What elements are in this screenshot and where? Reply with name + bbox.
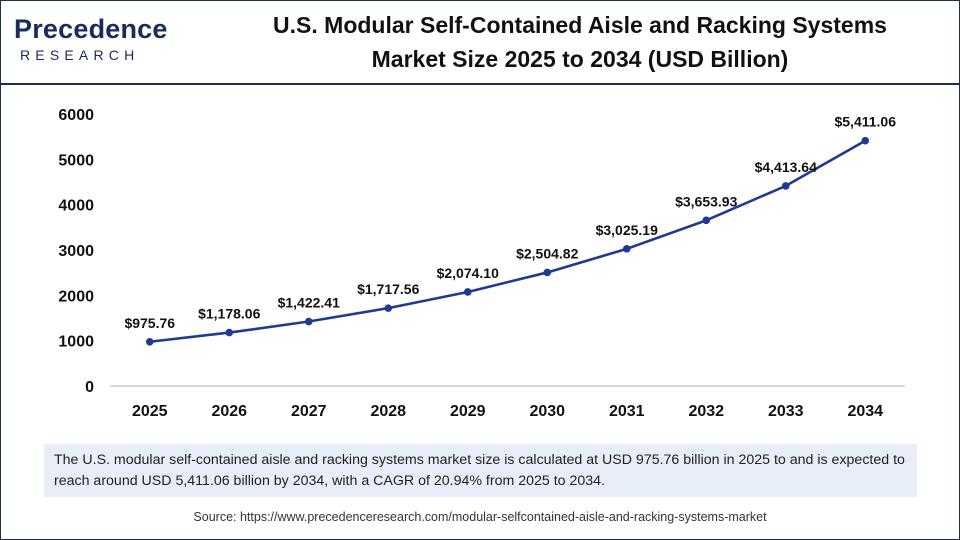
header: Precedence RESEARCH U.S. Modular Self-Co… xyxy=(0,0,960,84)
x-tick-label: 2026 xyxy=(211,403,247,420)
data-label: $2,504.82 xyxy=(516,245,578,261)
y-tick-label: 1000 xyxy=(58,334,94,351)
logo-subtext: RESEARCH xyxy=(20,47,140,63)
x-tick-label: 2031 xyxy=(609,403,645,420)
data-point xyxy=(781,182,790,190)
x-tick-label: 2027 xyxy=(291,403,327,420)
source-citation: Source: https://www.precedenceresearch.c… xyxy=(193,510,767,524)
data-point xyxy=(622,245,631,253)
data-label: $3,653.93 xyxy=(675,193,737,209)
data-point xyxy=(861,136,870,145)
data-label: $1,178.06 xyxy=(198,306,260,322)
x-tick-label: 2033 xyxy=(768,403,804,420)
chart-title-line2: Market Size 2025 to 2034 (USD Billion) xyxy=(371,46,789,72)
data-labels-group: $975.76 $1,178.06 $1,422.41 $1,717.56 $2,074… xyxy=(124,114,896,331)
data-point xyxy=(702,216,711,225)
data-label: $2,074.10 xyxy=(437,265,499,281)
data-point xyxy=(463,288,472,296)
y-tick-label: 4000 xyxy=(58,198,94,215)
data-label: $3,025.19 xyxy=(596,222,658,238)
points-group xyxy=(145,136,870,346)
chart-title-line1: U.S. Modular Self-Contained Aisle and Ra… xyxy=(273,12,887,38)
x-axis: 2025 2026 2027 2028 2029 2030 2031 2032 2033 2034 xyxy=(110,385,905,420)
x-tick-label: 2032 xyxy=(688,403,724,420)
brand-logo: Precedence RESEARCH xyxy=(14,12,167,72)
data-point xyxy=(145,337,154,346)
y-tick-label: 0 xyxy=(85,379,94,396)
y-tick-label: 5000 xyxy=(58,152,94,169)
x-tick-label: 2029 xyxy=(450,403,486,420)
y-tick-label: 6000 xyxy=(58,107,94,124)
x-tick-label: 2030 xyxy=(529,403,565,420)
data-point xyxy=(543,268,552,277)
chart-title: U.S. Modular Self-Contained Aisle and Ra… xyxy=(210,8,950,76)
series-line xyxy=(149,139,866,344)
data-label: $1,422.41 xyxy=(278,295,340,311)
data-point xyxy=(384,304,393,312)
data-label: $5,411.06 xyxy=(834,114,896,130)
y-axis: 0 1000 2000 3000 4000 5000 6000 xyxy=(58,107,94,396)
x-tick-label: 2028 xyxy=(370,403,406,420)
y-tick-label: 2000 xyxy=(58,288,94,305)
summary-note: The U.S. modular self-contained aisle an… xyxy=(44,444,917,497)
data-point xyxy=(304,317,313,326)
logo-wordmark: Precedence xyxy=(14,14,168,44)
data-point xyxy=(225,328,234,337)
data-label: $4,413.64 xyxy=(755,159,817,175)
data-label: $975.76 xyxy=(124,315,175,331)
series-group xyxy=(149,139,866,344)
data-label: $1,717.56 xyxy=(357,281,419,297)
y-tick-label: 3000 xyxy=(58,243,94,260)
header-divider xyxy=(0,83,960,85)
x-tick-label: 2025 xyxy=(132,403,168,420)
x-tick-label: 2034 xyxy=(847,403,883,420)
